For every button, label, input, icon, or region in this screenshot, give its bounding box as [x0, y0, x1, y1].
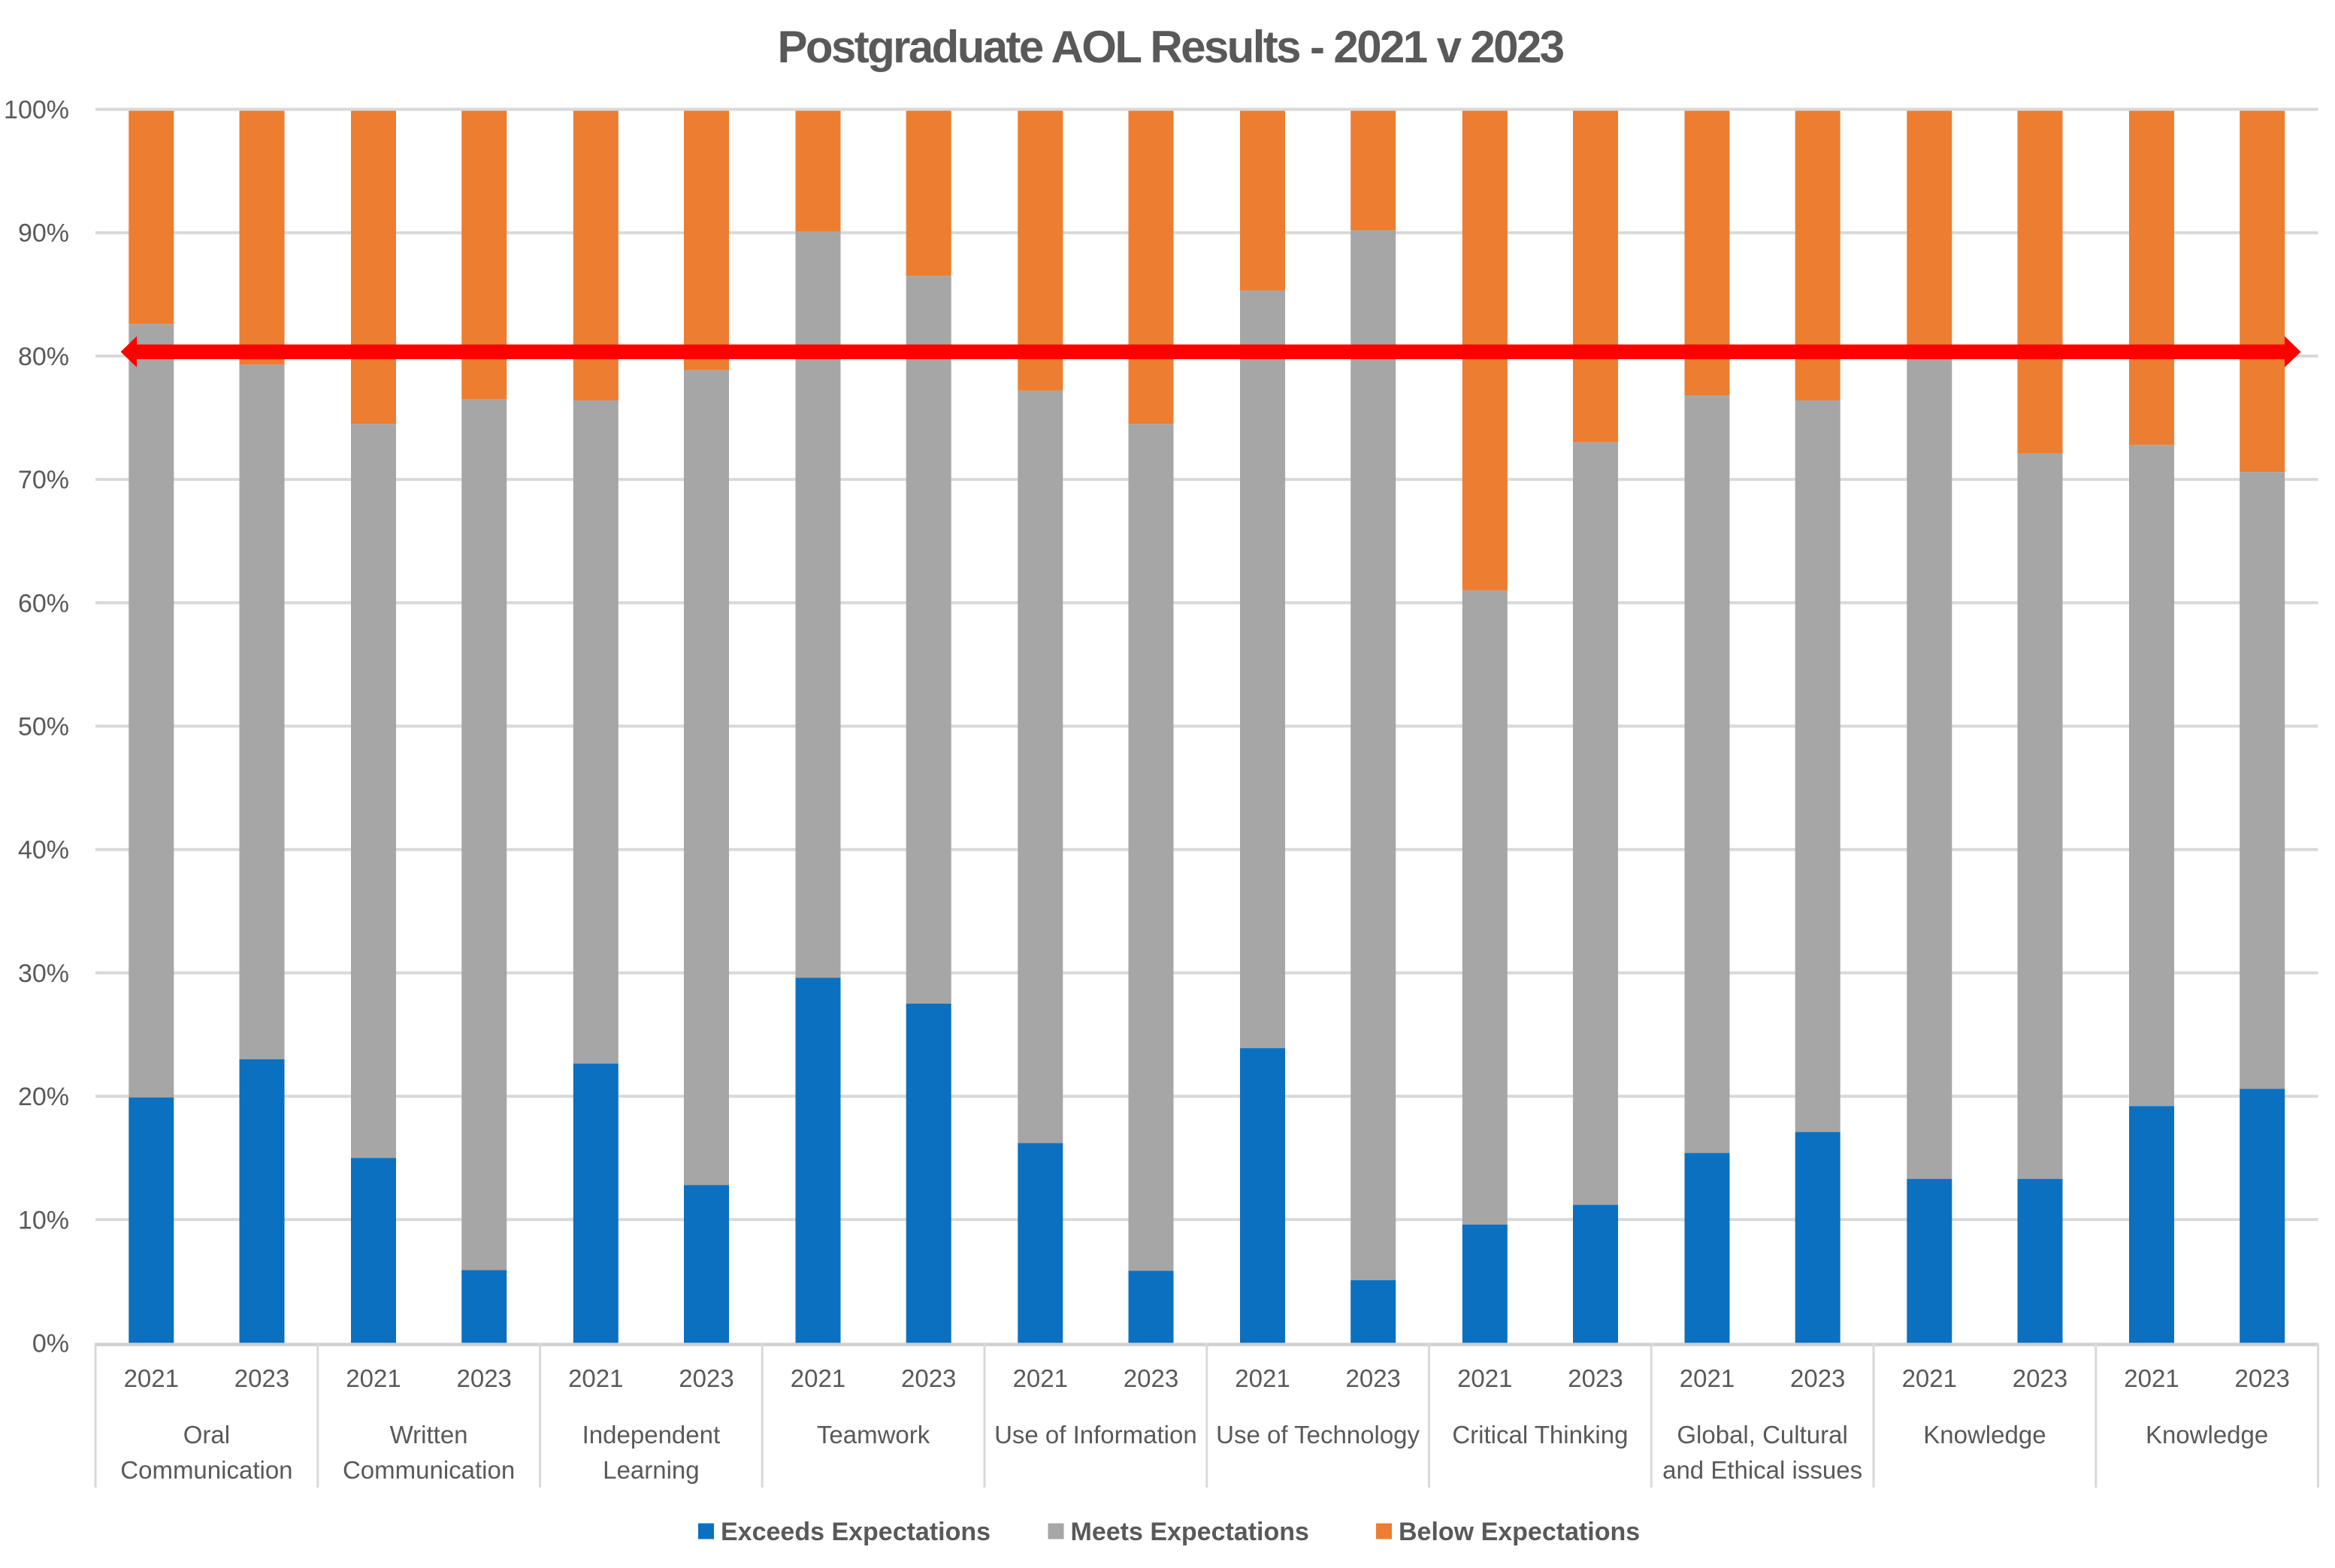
svg-text:2021: 2021 [1902, 1364, 1957, 1392]
svg-text:2021: 2021 [124, 1364, 179, 1392]
svg-text:Use of Information: Use of Information [994, 1421, 1197, 1449]
svg-text:Written: Written [390, 1421, 468, 1449]
svg-text:2023: 2023 [234, 1364, 289, 1392]
svg-text:and Ethical issues: and Ethical issues [1662, 1456, 1862, 1484]
svg-text:2023: 2023 [2013, 1364, 2067, 1392]
svg-text:60%: 60% [18, 589, 69, 618]
svg-text:Critical Thinking: Critical Thinking [1452, 1421, 1628, 1449]
svg-text:Independent: Independent [582, 1421, 721, 1449]
svg-text:Global, Cultural: Global, Cultural [1677, 1421, 1847, 1449]
svg-text:0%: 0% [32, 1330, 69, 1358]
svg-text:Use of Technology: Use of Technology [1216, 1421, 1420, 1449]
svg-text:2023: 2023 [1124, 1364, 1178, 1392]
svg-text:Meets Expectations: Meets Expectations [1071, 1518, 1309, 1546]
svg-text:2021: 2021 [1457, 1364, 1512, 1392]
svg-text:2023: 2023 [456, 1364, 511, 1392]
svg-text:Knowledge: Knowledge [2146, 1421, 2268, 1449]
svg-text:2023: 2023 [1568, 1364, 1623, 1392]
svg-text:2021: 2021 [568, 1364, 623, 1392]
svg-text:Exceeds Expectations: Exceeds Expectations [721, 1518, 991, 1546]
svg-text:2021: 2021 [346, 1364, 401, 1392]
svg-text:Communication: Communication [343, 1456, 515, 1484]
svg-text:Teamwork: Teamwork [817, 1421, 930, 1449]
svg-text:2021: 2021 [2124, 1364, 2179, 1392]
svg-text:20%: 20% [18, 1083, 69, 1111]
svg-text:Communication: Communication [120, 1456, 292, 1484]
svg-text:10%: 10% [18, 1206, 69, 1234]
svg-text:2023: 2023 [901, 1364, 956, 1392]
svg-text:Postgraduate AOL Results - 202: Postgraduate AOL Results - 2021 v 2023 [777, 22, 1563, 72]
svg-text:2021: 2021 [791, 1364, 845, 1392]
svg-text:Knowledge: Knowledge [1923, 1421, 2046, 1449]
svg-text:2023: 2023 [1790, 1364, 1845, 1392]
svg-text:2023: 2023 [2234, 1364, 2289, 1392]
svg-text:40%: 40% [18, 836, 69, 865]
svg-text:2021: 2021 [1013, 1364, 1068, 1392]
svg-text:2023: 2023 [1345, 1364, 1400, 1392]
svg-text:90%: 90% [18, 219, 69, 248]
svg-text:2023: 2023 [679, 1364, 733, 1392]
svg-text:2021: 2021 [1235, 1364, 1290, 1392]
svg-text:80%: 80% [18, 343, 69, 371]
svg-text:Oral: Oral [183, 1421, 230, 1449]
svg-text:70%: 70% [18, 466, 69, 494]
svg-text:50%: 50% [18, 713, 69, 742]
svg-text:2021: 2021 [1680, 1364, 1735, 1392]
svg-text:Below Expectations: Below Expectations [1399, 1518, 1640, 1546]
svg-text:Learning: Learning [603, 1456, 699, 1484]
svg-text:100%: 100% [4, 96, 69, 125]
svg-text:30%: 30% [18, 959, 69, 988]
